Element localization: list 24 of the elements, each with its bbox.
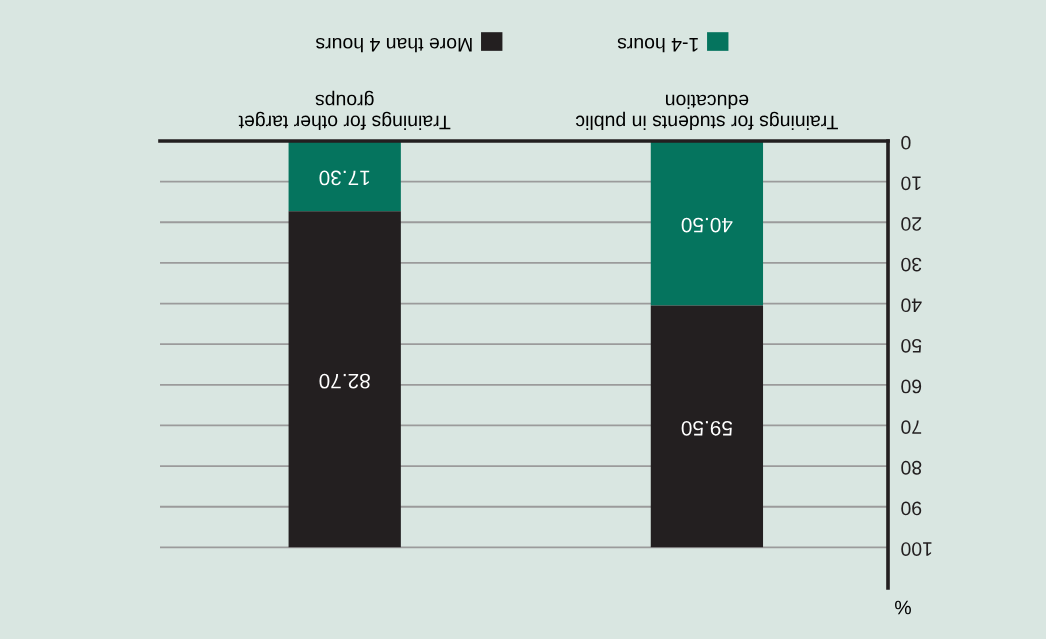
bar [288, 211, 401, 548]
y-tick-label: 20 [901, 217, 922, 231]
legend-label: More than 4 hours [316, 37, 472, 53]
bar [650, 141, 764, 306]
bar [288, 141, 401, 212]
y-axis-title: % [895, 600, 911, 615]
y-tick-label: 10 [901, 176, 921, 191]
data-label: 17.30 [319, 170, 370, 186]
data-label: 59.50 [681, 420, 733, 436]
x-tick-label: Trainings for other target groups [238, 90, 451, 130]
y-tick-label: 30 [901, 257, 922, 272]
y-tick-label: 70 [901, 420, 922, 434]
y-tick-label: 50 [901, 338, 922, 353]
y-tick-label: 0 [901, 135, 911, 150]
y-tick-label: 100 [901, 542, 932, 556]
data-label: 82.70 [319, 373, 370, 389]
y-tick-label: 40 [901, 298, 922, 313]
data-label: 40.50 [681, 217, 733, 233]
y-tick-label: 90 [901, 501, 922, 516]
y-tick-label: 60 [901, 379, 922, 394]
y-tick-label: 80 [901, 460, 922, 475]
x-tick-label: Trainings for students in public education [575, 94, 838, 130]
legend-label: 1-4 hours [617, 37, 698, 53]
bar [650, 305, 764, 548]
